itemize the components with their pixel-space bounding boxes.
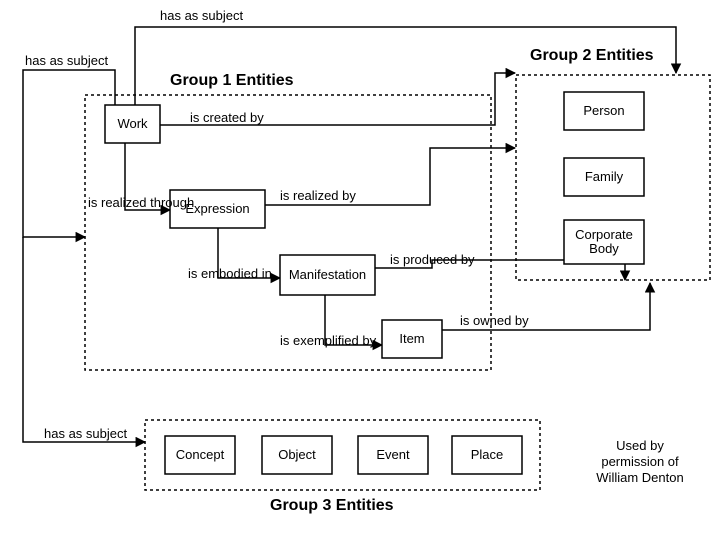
edge-label-has_subject_bot: has as subject [44, 426, 127, 441]
edge-1 [23, 70, 115, 237]
edge-9 [23, 237, 145, 442]
edge-label-realized_by: is realized by [280, 188, 356, 203]
node-label-concept: Concept [176, 447, 225, 462]
edge-label-owned_by: is owned by [460, 313, 529, 328]
node-label-family: Family [585, 169, 624, 184]
group-title-g3: Group 3 Entities [270, 497, 394, 514]
edge-label-embodied_in: is embodied in [188, 266, 272, 281]
edge-label-created_by: is created by [190, 110, 264, 125]
edge-label-realized_through: is realized through [88, 195, 194, 210]
node-label-person: Person [583, 103, 624, 118]
node-label-event: Event [376, 447, 410, 462]
group-title-g1: Group 1 Entities [170, 72, 294, 89]
edge-label-exemplified_by: is exemplified by [280, 333, 377, 348]
node-label-expression: Expression [185, 201, 249, 216]
node-label-place: Place [471, 447, 504, 462]
node-label-manifestation: Manifestation [289, 267, 366, 282]
group-title-g2: Group 2 Entities [530, 47, 654, 64]
node-label-work: Work [117, 116, 148, 131]
node-label-item: Item [399, 331, 424, 346]
edge-label-has_subject_top: has as subject [160, 8, 243, 23]
node-label-object: Object [278, 447, 316, 462]
edge-label-has_subject_left: has as subject [25, 53, 108, 68]
edge-label-produced_by: is produced by [390, 252, 475, 267]
credit-text: Used bypermission ofWilliam Denton [596, 438, 683, 485]
